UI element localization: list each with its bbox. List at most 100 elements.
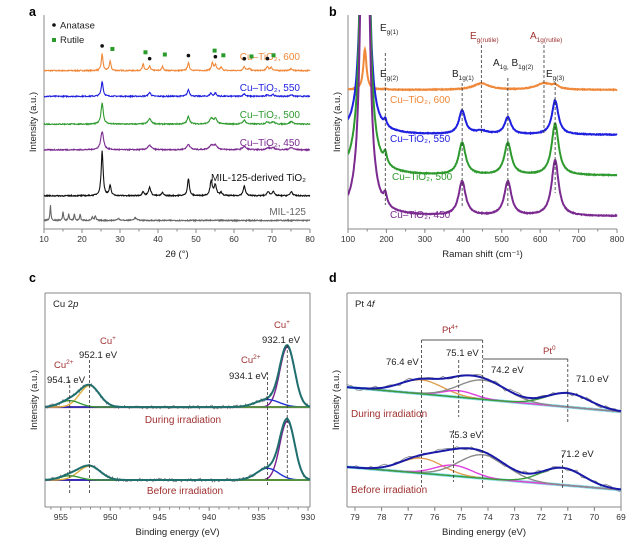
oxidation-state-label-base: Cu xyxy=(100,336,112,347)
x-axis-label: Binding energy (eV) xyxy=(136,527,220,538)
rutile-marker xyxy=(110,46,115,51)
peak-energy-label: 932.1 eV xyxy=(262,335,301,346)
fit-envelope-line xyxy=(44,344,311,409)
peak-energy-label: 71.2 eV xyxy=(561,449,594,460)
x-tick-label: 74 xyxy=(483,512,493,522)
x-tick-label: 945 xyxy=(153,512,167,522)
x-tick-label: 10 xyxy=(39,234,49,244)
rutile-marker xyxy=(143,50,148,55)
oxidation-state-label-sup: 4+ xyxy=(451,324,459,331)
mode-label: A1g(rutile) xyxy=(530,31,562,44)
mode-label: Eg(1) xyxy=(380,23,398,36)
anatase-marker xyxy=(213,54,218,59)
oxidation-state-label-sup: 2+ xyxy=(66,359,74,366)
x-tick-label: 20 xyxy=(77,234,87,244)
peak-energy-label: 74.2 eV xyxy=(491,365,524,376)
x-tick-label: 78 xyxy=(377,512,387,522)
x-axis-label: Raman shift (cm⁻¹) xyxy=(442,249,523,260)
mode-label-base: E xyxy=(380,23,387,34)
mode-label: A1g, B1g(2) xyxy=(493,58,533,71)
x-tick-label: 40 xyxy=(153,234,163,244)
mode-label: B1g(1) xyxy=(452,69,474,82)
peak-energy-label: 934.1 eV xyxy=(229,371,268,382)
legend-rutile-label: Rutile xyxy=(60,35,84,46)
rutile-marker xyxy=(162,52,167,57)
x-tick-label: 70 xyxy=(267,234,277,244)
rutile-marker xyxy=(271,53,276,58)
xrd-series-line xyxy=(43,102,311,126)
series-label: MIL-125-derived TiO₂ xyxy=(211,173,306,184)
y-axis-label: Intensity (a.u.) xyxy=(29,370,40,430)
x-tick-label: 200 xyxy=(379,234,393,244)
x-tick-label: 500 xyxy=(495,234,509,244)
fit-envelope-line xyxy=(45,417,311,481)
xrd-series-line xyxy=(43,80,311,99)
axes: 79 78 77 76 75 74 73 72 71 70 69 Binding energy (eV… xyxy=(331,292,626,538)
x-tick-label: 600 xyxy=(533,234,547,244)
mode-label-base: E xyxy=(380,69,387,80)
panel-label-d: d xyxy=(329,271,337,285)
oxidation-state-label: Cu2+ xyxy=(241,354,261,366)
rutile-marker xyxy=(221,53,226,58)
x-axis-label: Binding energy (eV) xyxy=(442,527,526,538)
xrd-series-line xyxy=(43,205,311,223)
series-label: Cu–TiO₂, 500 xyxy=(240,110,301,121)
fit-envelope-line xyxy=(346,374,622,413)
panel-b-raman: 100 200 300 400 500 600 700 800 Raman shift (cm⁻… xyxy=(332,15,624,260)
legend-anatase-marker xyxy=(52,23,56,27)
panel-c-cu2p: 955 950 945 940 935 930 Binding energy (eV) Int… xyxy=(29,292,315,538)
spectrum-title-base: Pt 4 xyxy=(355,299,372,310)
axes: 955 950 945 940 935 930 Binding energy (eV) Int… xyxy=(29,292,315,538)
oxidation-state-label-sup: 2+ xyxy=(253,354,261,361)
fit-component-line xyxy=(45,420,311,481)
mode-label-base: E xyxy=(546,69,553,80)
spectrum-condition-label: Before irradiation xyxy=(351,485,427,496)
oxidation-state-label-base: Cu xyxy=(274,320,286,331)
mode-label: Eg(3) xyxy=(546,69,564,82)
y-axis-label: Intensity (a.u.) xyxy=(28,92,39,152)
x-tick-label: 60 xyxy=(229,234,239,244)
anatase-marker xyxy=(242,56,247,61)
axes: 10 20 30 40 50 60 70 80 2θ (°) Intensity (a.u.) xyxy=(28,15,315,260)
x-tick-label: 935 xyxy=(251,512,265,522)
raman-series-line xyxy=(348,15,618,137)
spectrum-title-base: Cu 2 xyxy=(53,299,73,310)
x-tick-label: 73 xyxy=(510,512,520,522)
mode-label-sub: g(2) xyxy=(387,75,399,82)
anatase-marker xyxy=(265,56,270,61)
x-tick-label: 75 xyxy=(457,512,467,522)
mode-label-base: E xyxy=(470,31,477,42)
series-label: Cu–TiO₂, 450 xyxy=(390,210,451,221)
mode-label-sub: 1g(rutile) xyxy=(537,37,563,44)
x-tick-label: 100 xyxy=(341,234,355,244)
mode-label-sub: g(1) xyxy=(387,29,399,36)
peak-energy-label: 954.1 eV xyxy=(47,375,86,386)
x-tick-label: 69 xyxy=(616,512,626,522)
panel-d-pt4f: 79 78 77 76 75 74 73 72 71 70 69 Binding energy (eV… xyxy=(331,292,626,538)
xrd-series-line xyxy=(43,131,311,152)
spectrum-condition-label: During irradiation xyxy=(351,409,427,420)
oxidation-state-label: Cu+ xyxy=(100,335,116,347)
spectrum-title-italic: f xyxy=(372,299,376,310)
spectrum-title: Pt 4f xyxy=(355,299,376,310)
x-tick-label: 950 xyxy=(103,512,117,522)
x-tick-label: 930 xyxy=(301,512,315,522)
oxidation-state-label-sup: + xyxy=(286,319,290,326)
oxidation-state-label: Cu2+ xyxy=(54,359,74,371)
xrd-series-line xyxy=(43,53,311,73)
series-label: Cu–TiO₂, 600 xyxy=(390,95,451,106)
legend: Anatase Rutile xyxy=(52,21,95,46)
oxidation-state-label-base: Pt xyxy=(442,325,451,336)
panel-label-b: b xyxy=(329,5,337,19)
mode-label-sub: g(rutile) xyxy=(477,37,499,44)
peak-energy-label: 75.1 eV xyxy=(446,348,479,359)
oxidation-state-label-base: Pt xyxy=(543,346,552,357)
mode-label-sub: g(3) xyxy=(553,75,565,82)
x-tick-label: 955 xyxy=(54,512,68,522)
peak-energy-label: 71.0 eV xyxy=(576,374,609,385)
panel-label-a: a xyxy=(29,5,37,19)
spectrum-condition-label: During irradiation xyxy=(145,415,221,426)
anatase-marker xyxy=(100,44,104,48)
x-tick-label: 940 xyxy=(202,512,216,522)
